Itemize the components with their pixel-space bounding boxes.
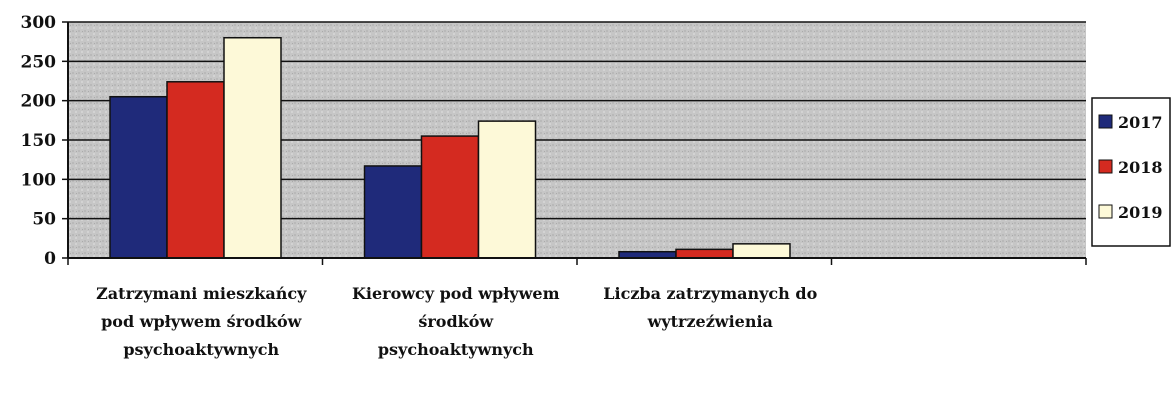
legend-swatch-2019	[1098, 204, 1113, 219]
y-tick-label: 200	[21, 92, 57, 112]
bar-2019-0	[223, 36, 282, 259]
bar-2017-1	[363, 165, 423, 259]
y-tick-label: 150	[21, 131, 57, 151]
y-tick-label: 250	[21, 52, 57, 72]
bar-2018-1	[420, 135, 480, 259]
category-label-2: Liczba zatrzymanych do wytrzeźwienia	[603, 284, 818, 331]
y-tick-label: 50	[32, 210, 56, 230]
category-label-1: Kierowcy pod wpływem środków psychoaktyw…	[351, 284, 560, 359]
legend-label-2017: 2017	[1118, 113, 1163, 132]
bar-2018-0	[166, 81, 225, 259]
bar-2019-1	[477, 120, 537, 259]
legend-swatch-2017	[1098, 114, 1113, 129]
bar-2017-0	[109, 95, 168, 259]
legend-label-2019: 2019	[1118, 203, 1163, 222]
bar-2018-2	[675, 248, 734, 259]
category-label-0: Zatrzymani mieszkańcy pod wpływem środkó…	[96, 284, 307, 359]
y-tick-label: 300	[21, 13, 57, 33]
y-tick-label: 0	[44, 249, 56, 269]
y-tick-label: 100	[21, 170, 57, 190]
y-axis-ticks: 0 50 100 150 200 250 300	[21, 13, 68, 269]
bar-2019-2	[732, 243, 791, 259]
bar-series	[109, 36, 791, 259]
legend-swatch-2018	[1098, 159, 1113, 174]
legend-label-2018: 2018	[1118, 158, 1163, 177]
legend: 2017 2018 2019	[1091, 97, 1171, 247]
